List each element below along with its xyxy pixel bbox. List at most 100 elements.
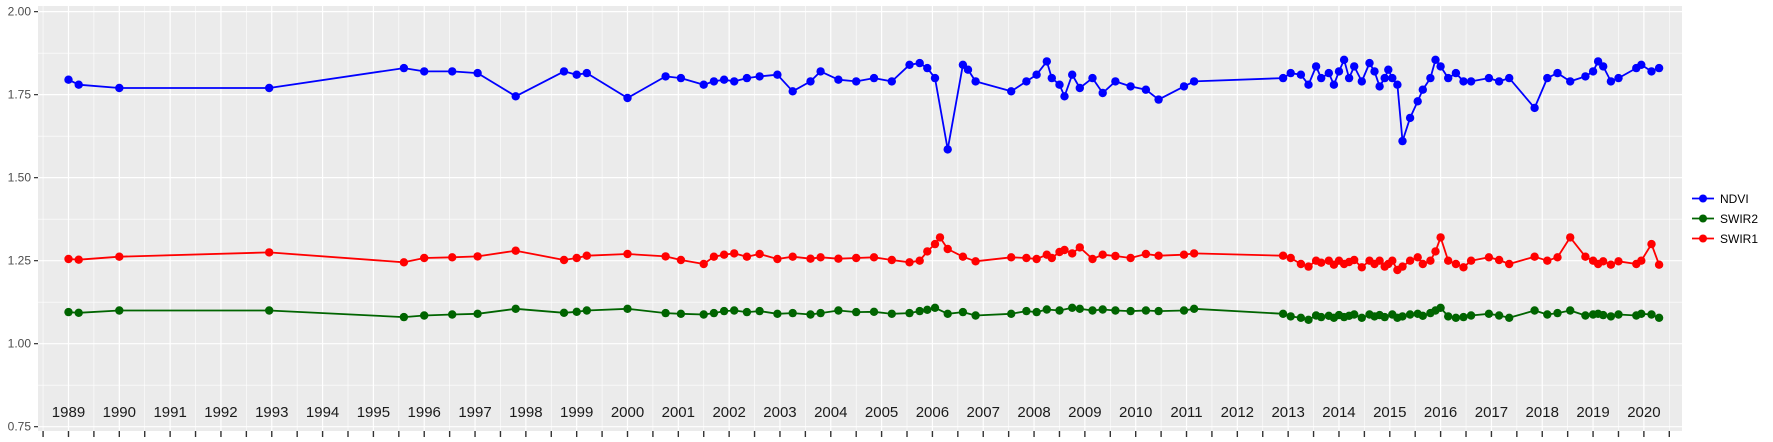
data-point-ndvi	[1484, 73, 1494, 83]
data-point-swir1	[1111, 251, 1120, 261]
data-point-ndvi	[1599, 62, 1608, 71]
data-point-ndvi	[1365, 58, 1374, 68]
data-point-swir1	[1278, 251, 1288, 260]
data-point-swir2	[1637, 309, 1646, 318]
x-axis-label: 2009	[1068, 404, 1101, 421]
data-point-swir2	[1042, 305, 1052, 314]
data-point-ndvi	[1060, 92, 1069, 101]
data-point-swir2	[773, 309, 782, 318]
data-point-swir1	[448, 253, 457, 262]
data-point-swir2	[511, 304, 520, 313]
data-point-ndvi	[1304, 80, 1313, 89]
data-point-swir1	[1286, 253, 1295, 263]
data-point-swir2	[1466, 311, 1476, 320]
data-point-ndvi	[1588, 67, 1598, 76]
data-point-ndvi	[1042, 57, 1052, 66]
data-point-swir2	[755, 306, 764, 316]
data-point-swir1	[905, 258, 914, 267]
data-point-swir2	[1494, 311, 1504, 320]
data-point-ndvi	[265, 83, 274, 93]
data-point-ndvi	[1543, 73, 1552, 83]
data-point-swir1	[1484, 253, 1494, 262]
data-point-ndvi	[923, 63, 932, 73]
data-point-swir1	[1388, 256, 1397, 265]
data-point-ndvi	[1566, 77, 1575, 86]
data-point-swir2	[1088, 306, 1097, 315]
data-point-ndvi	[1324, 68, 1334, 78]
data-point-swir2	[1647, 310, 1656, 319]
data-point-ndvi	[709, 77, 719, 86]
data-point-swir1	[1566, 233, 1575, 242]
data-point-ndvi	[1278, 73, 1288, 83]
data-point-ndvi	[623, 93, 632, 103]
data-point-swir2	[1278, 309, 1288, 318]
x-axis-label: 2010	[1119, 404, 1152, 421]
x-axis-label: 1990	[103, 404, 136, 421]
data-point-ndvi	[1530, 103, 1539, 113]
data-point-ndvi	[1405, 113, 1415, 123]
data-point-ndvi	[1189, 77, 1199, 86]
data-point-ndvi	[1614, 73, 1623, 83]
data-point-swir2	[572, 307, 581, 316]
data-point-swir2	[943, 309, 952, 318]
data-point-swir2	[1606, 312, 1616, 321]
data-point-swir2	[730, 306, 739, 315]
data-point-ndvi	[1413, 97, 1422, 106]
data-point-swir1	[1350, 255, 1359, 265]
x-axis-label: 2017	[1475, 404, 1508, 421]
data-point-swir1	[1436, 233, 1445, 242]
data-point-swir1	[676, 255, 686, 265]
data-point-ndvi	[1393, 80, 1402, 89]
data-point-swir2	[1179, 306, 1189, 315]
data-point-swir1	[1505, 259, 1514, 269]
data-point-swir2	[1286, 312, 1295, 321]
data-point-swir2	[420, 311, 429, 320]
data-point-swir1	[852, 253, 861, 263]
data-point-ndvi	[74, 80, 83, 89]
data-point-ndvi	[1384, 65, 1393, 74]
data-point-ndvi	[1637, 60, 1646, 69]
data-point-swir2	[1398, 312, 1407, 321]
data-point-ndvi	[1459, 77, 1468, 86]
data-point-swir1	[473, 252, 482, 261]
x-axis-label: 2008	[1017, 404, 1050, 421]
data-point-swir2	[699, 310, 708, 319]
data-point-swir2	[582, 306, 591, 315]
data-point-swir2	[1444, 312, 1453, 321]
legend-key-icon-swir1	[1692, 234, 1714, 243]
data-point-swir1	[773, 254, 782, 264]
data-point-ndvi	[1436, 62, 1445, 71]
data-point-ndvi	[905, 60, 914, 69]
data-point-swir1	[115, 252, 124, 261]
data-point-swir2	[1317, 312, 1326, 322]
data-point-swir1	[1088, 254, 1097, 264]
data-point-ndvi	[1344, 73, 1354, 83]
data-point-swir1	[1296, 259, 1306, 269]
data-point-swir1	[265, 248, 274, 257]
data-point-swir1	[1614, 257, 1623, 266]
data-point-swir1	[742, 252, 752, 261]
x-axis-label: 2001	[662, 404, 695, 421]
data-point-swir2	[719, 306, 729, 316]
data-point-ndvi	[1047, 73, 1057, 83]
data-point-swir2	[1405, 310, 1415, 319]
data-point-ndvi	[1350, 62, 1359, 71]
data-point-swir2	[661, 308, 670, 318]
legend-label-swir2: SWIR2	[1720, 211, 1759, 226]
y-axis-label: 2.00	[8, 5, 32, 19]
data-point-swir2	[1505, 313, 1514, 322]
data-point-swir2	[1459, 312, 1468, 322]
data-point-swir2	[1484, 309, 1494, 318]
data-point-ndvi	[852, 77, 861, 86]
data-point-swir1	[1098, 250, 1107, 259]
data-point-swir1	[1304, 262, 1313, 271]
data-point-swir1	[1431, 247, 1440, 256]
data-point-ndvi	[816, 67, 825, 76]
x-axis-label: 2014	[1322, 404, 1355, 421]
data-point-swir1	[869, 253, 879, 262]
data-point-ndvi	[64, 75, 73, 84]
data-point-ndvi	[1357, 77, 1367, 86]
data-point-swir2	[115, 306, 124, 315]
data-point-ndvi	[1296, 70, 1306, 79]
data-point-ndvi	[559, 67, 569, 76]
